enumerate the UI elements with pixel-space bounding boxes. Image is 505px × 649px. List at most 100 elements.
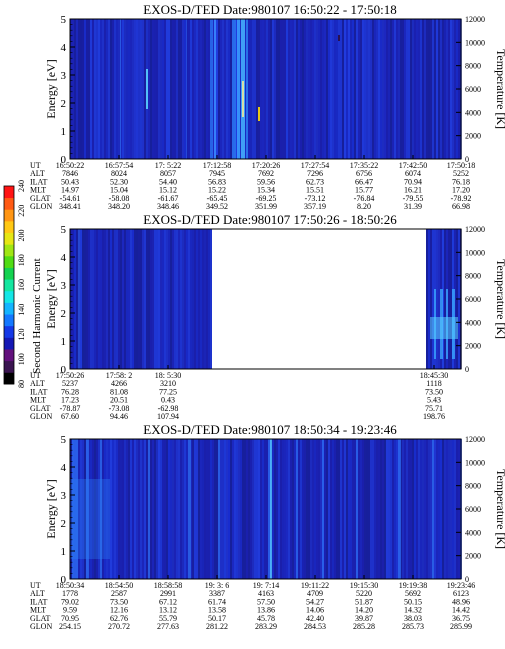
energy-tick-label: 0 [61,364,67,376]
temperature-tick-label: 6000 [465,505,481,514]
colorbar-tick-label: 220 [17,205,26,217]
table-cell: 42.40 [306,614,324,623]
colorbar-cell [4,186,14,199]
table-row-label: GLON [30,622,52,631]
table-cell: 5252 [453,169,469,178]
energy-tick-label: 1 [61,546,67,558]
table-cell: 0.43 [161,396,175,405]
temperature-tick-label: 12000 [465,15,485,24]
temperature-tick-label: 10000 [465,248,485,257]
table-cell: 12.16 [110,606,128,615]
temperature-tick-label: 6000 [465,295,481,304]
table-cell: 1778 [62,589,78,598]
table-cell: 16:57:54 [105,161,133,170]
table-row-label: ILAT [30,177,47,186]
table-cell: 67.12 [159,597,177,606]
table-cell: 8.20 [357,202,371,211]
table-cell: 59.56 [257,177,275,186]
table-cell: 16.21 [404,186,422,195]
table-cell: 18:54:50 [105,581,133,590]
table-row-label: ILAT [30,387,47,396]
energy-axis-label: Energy [eV] [44,269,58,328]
table-cell: 66.47 [355,177,373,186]
colorbar-cell [4,325,14,338]
table-cell: 15.77 [355,186,373,195]
table-cell: 13.58 [208,606,226,615]
colorbar-cell [4,337,14,350]
table-cell: 14.97 [61,186,79,195]
table-cell: 19:15:30 [350,581,378,590]
temperature-tick-label: 6000 [465,85,481,94]
table-cell: 55.79 [159,614,177,623]
table-cell: -78.87 [60,404,81,413]
table-cell: 18:50:34 [56,581,84,590]
table-cell: 2587 [111,589,127,598]
temperature-tick-label: 0 [465,155,469,164]
colorbar-cell [4,209,14,222]
colorbar-cell [4,220,14,233]
colorbar-label: Second Harmonic Current [31,258,43,373]
table-cell: 76.28 [61,387,79,396]
table-cell: 198.76 [423,412,445,421]
panel-1-spectrogram: 0 1 2 3 4 5 0 2000 4000 6000 8000 10000 12000 Energy … [30,14,505,211]
table-row-label: UT [30,581,41,590]
energy-tick-label: 1 [61,126,67,138]
table-cell: -79.55 [403,194,424,203]
temperature-tick-label: 2000 [465,132,481,141]
table-cell: 15.04 [110,186,128,195]
table-cell: 1118 [426,379,441,388]
table-cell: 62.73 [306,177,324,186]
energy-tick-label: 0 [61,154,67,166]
table-cell: 357.19 [304,202,326,211]
table-cell: 62.76 [110,614,128,623]
table-cell: 17:42:50 [399,161,427,170]
table-cell: 4163 [258,589,274,598]
table-cell: -69.25 [256,194,277,203]
colorbar-tick-label: 140 [17,304,26,316]
panel-2-spectrogram: 0 1 2 3 4 5 0 2000 4000 6000 8000 10000 12000 Energy … [30,224,505,421]
energy-tick-label: 5 [61,224,67,236]
table-cell: 39.87 [355,614,373,623]
panel-1-title: EXOS-D/TED Date:980107 16:50:22 - 17:50:… [143,2,396,17]
energy-tick-label: 2 [61,98,67,110]
table-row-label: ALT [30,379,45,388]
colorbar-tick-label: 160 [17,279,26,291]
energy-tick-label: 0 [61,574,67,586]
temperature-axis-label: Temperature [K] [494,469,505,549]
table-cell: 50.15 [404,597,422,606]
table-cell: 94.46 [110,412,128,421]
spectrogram-texture [70,19,462,159]
table-cell: 8057 [160,169,176,178]
axes: 0 1 2 3 4 5 0 2000 4000 6000 8000 10000 12000 Energy … [44,14,505,166]
colorbar-cell [4,197,14,210]
colorbar-cell [4,302,14,315]
table-cell: 283.29 [255,622,277,631]
table-cell: 348.46 [157,202,179,211]
energy-tick-label: 4 [61,462,67,474]
table-cell: 45.78 [257,614,275,623]
table-row-label: GLAT [30,404,51,413]
temperature-tick-label: 4000 [465,318,481,327]
table-cell: 57.50 [257,597,275,606]
colorbar-tick-label: 200 [17,230,26,242]
table-cell: 7692 [258,169,274,178]
table-cell: 36.75 [452,614,470,623]
table-cell: -62.98 [158,404,179,413]
temperature-axis-label: Temperature [K] [494,259,505,339]
temperature-tick-label: 0 [465,575,469,584]
table-cell: 348.20 [108,202,130,211]
table-cell: 51.87 [355,597,373,606]
table-cell: 54.40 [159,177,177,186]
table-row-label: ILAT [30,597,47,606]
table-cell: 50.43 [61,177,79,186]
energy-tick-label: 2 [61,518,67,530]
colorbar-cell [4,290,14,303]
panel-3: EXOS-D/TED Date:980107 18:50:34 - 19:23:… [30,422,505,631]
spectrogram-texture [70,439,462,579]
table-cell: 18:58:58 [154,581,182,590]
table-cell: 270.72 [108,622,130,631]
table-cell: 8024 [111,169,127,178]
table-cell: 73.50 [425,387,443,396]
energy-tick-label: 5 [61,14,67,26]
